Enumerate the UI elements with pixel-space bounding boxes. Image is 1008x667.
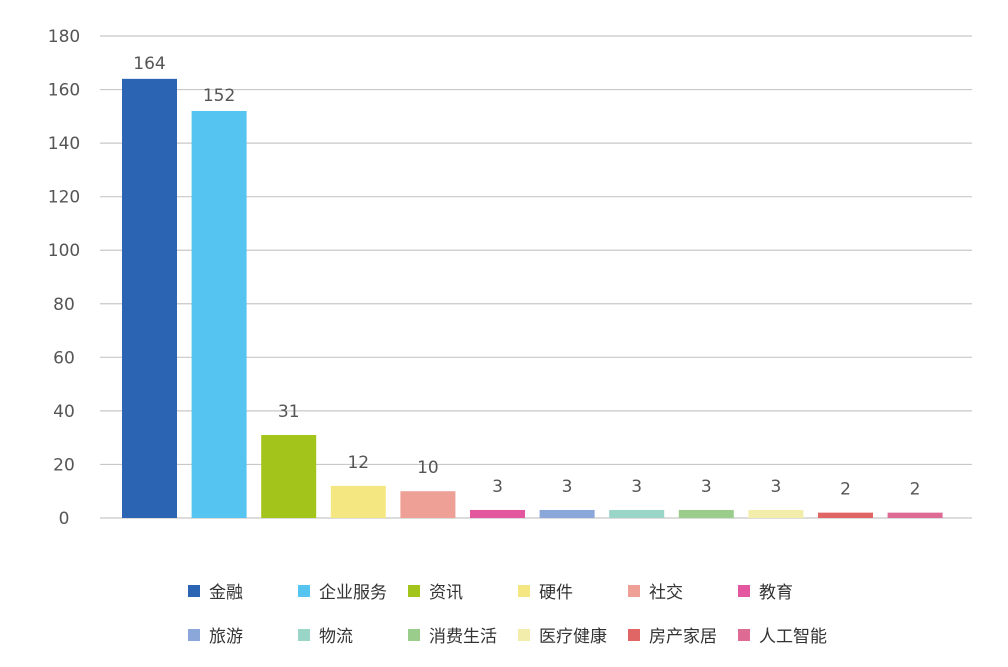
data-label-4: 12 <box>347 453 369 473</box>
data-label-2: 152 <box>203 86 235 106</box>
data-label-9: 3 <box>701 477 712 497</box>
y-tick-label: 160 <box>48 81 80 101</box>
y-tick-label: 60 <box>53 348 75 368</box>
bar-9 <box>678 509 734 518</box>
bar-4 <box>330 485 386 518</box>
bar-8 <box>609 509 665 518</box>
bar-6 <box>470 509 525 518</box>
data-label-6: 3 <box>492 477 503 497</box>
data-label-11: 2 <box>840 480 851 500</box>
bar-12 <box>887 512 943 518</box>
y-axis-ticks: 0 20 40 60 80 100 120 140 160 180 <box>48 27 80 529</box>
data-label-5: 10 <box>417 458 439 478</box>
y-tick-label: 100 <box>48 241 80 261</box>
bar-11 <box>818 512 873 518</box>
bar-2 <box>191 110 247 518</box>
y-tick-label: 0 <box>59 509 70 529</box>
bar-3 <box>261 434 317 518</box>
bar-7 <box>539 509 595 518</box>
data-label-1: 164 <box>133 54 165 74</box>
bars <box>122 78 943 518</box>
bar-1 <box>122 78 177 518</box>
bar-10 <box>748 509 804 518</box>
data-label-3: 31 <box>278 402 300 422</box>
bar-5 <box>400 491 456 518</box>
data-labels: 164 152 31 12 10 3 3 3 3 3 2 2 <box>133 54 920 500</box>
y-tick-label: 20 <box>53 455 75 475</box>
data-label-12: 2 <box>910 480 921 500</box>
data-label-7: 3 <box>562 477 573 497</box>
data-label-8: 3 <box>631 477 642 497</box>
y-tick-label: 120 <box>48 188 80 208</box>
y-tick-label: 140 <box>48 134 80 154</box>
y-tick-label: 180 <box>48 27 80 47</box>
data-label-10: 3 <box>770 477 781 497</box>
y-tick-label: 80 <box>53 295 75 315</box>
y-tick-label: 40 <box>53 402 75 422</box>
